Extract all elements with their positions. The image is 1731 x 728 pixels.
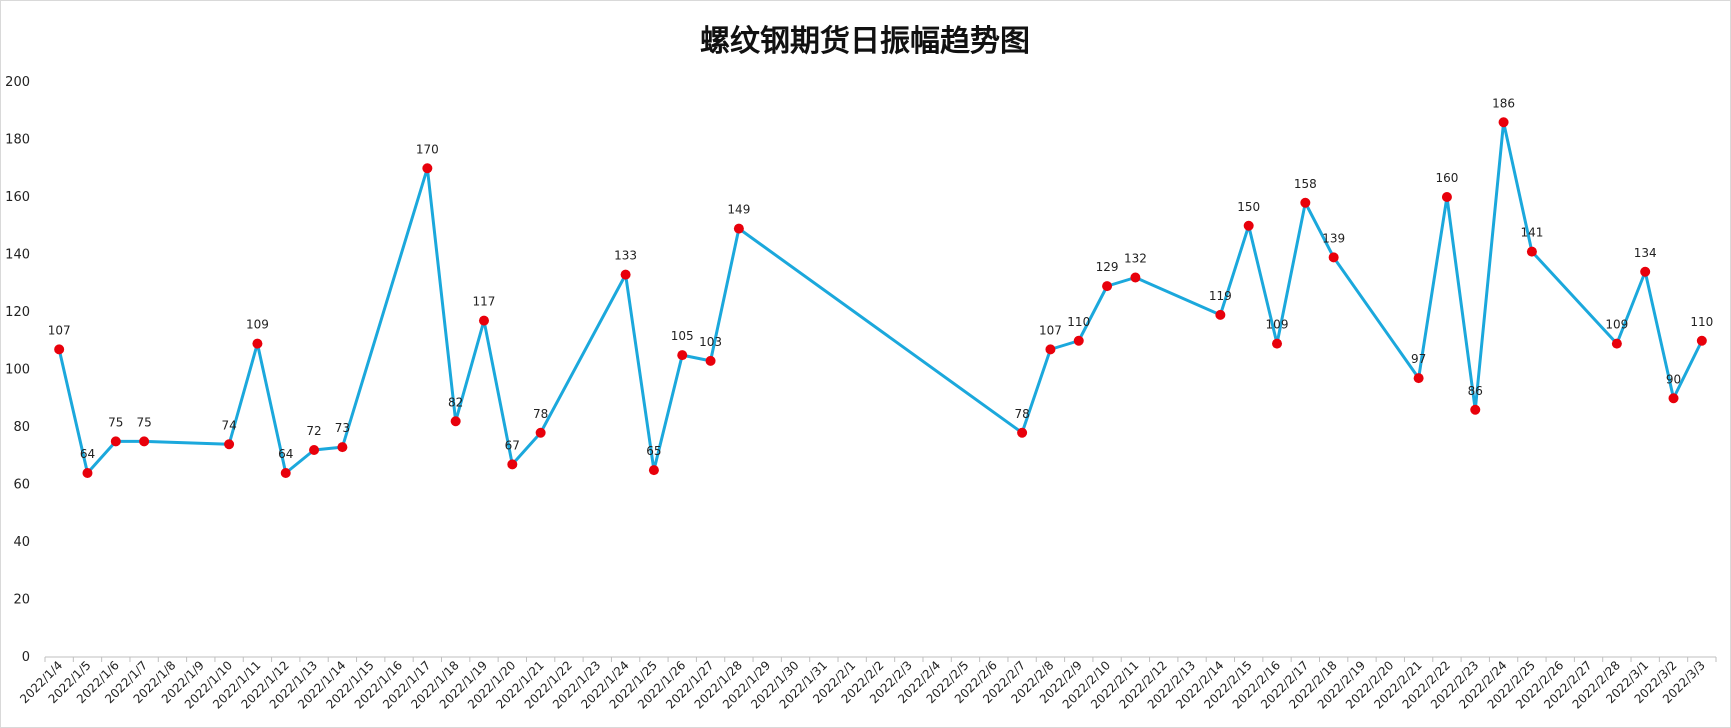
data-label: 109: [1605, 318, 1628, 332]
data-point-marker: [337, 442, 348, 453]
data-point-marker: [1470, 404, 1481, 415]
data-label: 110: [1690, 315, 1713, 329]
y-tick-label: 140: [5, 248, 30, 263]
series-line: [57, 120, 1704, 475]
data-point-marker: [224, 439, 235, 450]
data-label: 64: [278, 447, 293, 461]
data-label: 90: [1666, 372, 1681, 386]
y-tick-label: 160: [5, 190, 30, 205]
data-label: 78: [1014, 407, 1029, 421]
data-point-marker: [1611, 338, 1622, 349]
data-label: 133: [614, 249, 637, 263]
data-label: 74: [221, 418, 236, 432]
data-label: 134: [1634, 246, 1657, 260]
data-label: 170: [416, 142, 439, 156]
data-label: 110: [1067, 315, 1090, 329]
data-label: 141: [1520, 226, 1543, 240]
data-label: 119: [1209, 289, 1232, 303]
data-point-marker: [1640, 266, 1651, 277]
data-label: 149: [727, 203, 750, 217]
data-point-marker: [1017, 427, 1028, 438]
data-label: 73: [335, 421, 350, 435]
y-tick-label: 120: [5, 305, 30, 320]
data-label: 64: [80, 447, 95, 461]
data-point-marker: [1243, 220, 1254, 231]
data-point-marker: [110, 436, 121, 447]
y-tick-label: 20: [13, 593, 30, 608]
y-tick-label: 60: [13, 478, 30, 493]
data-label: 86: [1468, 384, 1483, 398]
data-point-marker: [1130, 272, 1141, 283]
y-tick-label: 40: [13, 535, 30, 550]
data-point-marker: [422, 163, 433, 174]
data-point-marker: [54, 344, 65, 355]
y-tick-label: 100: [5, 363, 30, 378]
data-label: 139: [1322, 231, 1345, 245]
data-label: 186: [1492, 96, 1515, 110]
data-label: 105: [671, 329, 694, 343]
data-point-marker: [1696, 335, 1707, 346]
data-label: 78: [533, 407, 548, 421]
data-label: 75: [136, 415, 151, 429]
x-axis: 2022/1/42022/1/52022/1/62022/1/72022/1/8…: [17, 656, 1717, 712]
data-point-marker: [450, 416, 461, 427]
data-label: 72: [306, 424, 321, 438]
series-layer: 107 64 75 75 74 109 64 72 73 170 82 117 67 78 133 65 105…: [48, 96, 1713, 478]
data-label: 97: [1411, 352, 1426, 366]
data-point-marker: [620, 269, 631, 280]
data-label: 109: [1266, 318, 1289, 332]
data-point-marker: [1272, 338, 1283, 349]
data-point-marker: [1073, 335, 1084, 346]
data-point-marker: [478, 315, 489, 326]
data-point-marker: [309, 445, 320, 455]
data-point-marker: [535, 427, 546, 438]
data-point-marker: [1045, 344, 1056, 355]
data-point-marker: [1668, 393, 1679, 404]
data-label: 117: [473, 295, 496, 309]
data-point-marker: [733, 223, 744, 234]
data-point-marker: [1526, 246, 1537, 257]
data-point-marker: [280, 468, 291, 478]
data-point-marker: [1300, 197, 1311, 208]
data-point-marker: [1215, 309, 1226, 320]
data-label: 132: [1124, 252, 1147, 266]
data-label: 150: [1237, 200, 1260, 214]
data-point-marker: [677, 350, 688, 361]
y-tick-label: 200: [5, 75, 30, 90]
data-label: 160: [1435, 171, 1458, 185]
y-tick-label: 180: [5, 133, 30, 148]
data-point-marker: [139, 436, 150, 447]
data-point-marker: [705, 355, 716, 366]
data-label: 75: [108, 415, 123, 429]
data-point-marker: [1328, 252, 1339, 263]
data-point-marker: [1102, 281, 1113, 292]
data-point-marker: [1441, 192, 1452, 202]
data-label: 82: [448, 395, 463, 409]
data-label: 67: [505, 438, 520, 452]
y-tick-label: 80: [13, 420, 30, 435]
data-point-marker: [507, 459, 518, 470]
data-point-marker: [82, 468, 93, 478]
y-tick-label: 0: [22, 650, 30, 665]
data-label: 103: [699, 335, 722, 349]
data-label: 129: [1096, 260, 1119, 274]
chart-title: 螺纹钢期货日振幅趋势图: [700, 24, 1030, 59]
data-label: 65: [646, 444, 661, 458]
data-point-marker: [1413, 373, 1424, 384]
data-point-marker: [648, 465, 659, 476]
data-point-marker: [1498, 117, 1509, 128]
data-label: 107: [48, 323, 71, 337]
data-point-marker: [252, 338, 263, 349]
data-label: 107: [1039, 323, 1062, 337]
data-label: 158: [1294, 177, 1317, 191]
y-axis: 0 20 40 60 80 100 120 140 160 180 200: [5, 75, 30, 665]
data-label: 109: [246, 318, 269, 332]
